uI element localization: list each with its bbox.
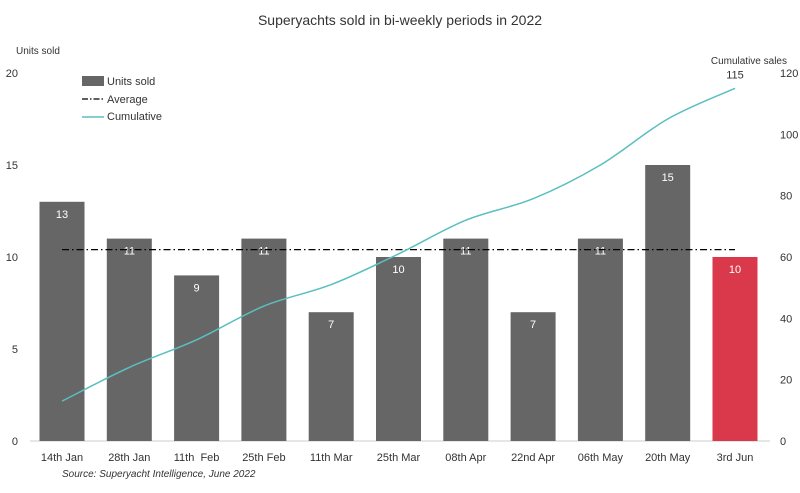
bar-series: 13 11 9 11 7 10 11 7 11 15 10	[39, 165, 758, 441]
y2-tick-label: 80	[780, 191, 792, 203]
y2-axis-title: Cumulative sales	[711, 56, 787, 67]
bar-value-label: 11	[460, 246, 471, 258]
y-tick-label: 10	[6, 252, 18, 264]
x-category-label: 08th Apr	[445, 452, 486, 464]
bar	[645, 165, 691, 441]
x-category-label: 3rd Jun	[717, 452, 754, 464]
x-category-label: 14th Jan	[41, 452, 83, 464]
cumulative-line-group: 115	[61, 69, 744, 402]
bar-value-label: 10	[729, 264, 741, 276]
x-axis-categories: 14th Jan 28th Jan 11th Feb 25th Feb 11th Mar…	[41, 452, 753, 464]
y-tick-label: 0	[12, 436, 18, 448]
bar-value-label: 13	[56, 209, 68, 221]
y2-tick-label: 20	[780, 375, 792, 387]
y2-axis-ticks: 0 20 40 60 80 100 120	[780, 68, 798, 448]
chart-title: Superyachts sold in bi-weekly periods in…	[258, 12, 542, 28]
bar	[376, 257, 421, 441]
x-category-label: 22nd Apr	[511, 452, 555, 464]
bar	[241, 238, 287, 441]
bar-value-label: 10	[392, 264, 404, 276]
x-category-label: 25th Feb	[242, 452, 285, 464]
bar	[577, 238, 623, 441]
bar	[712, 257, 758, 441]
bar-value-label: 15	[662, 172, 674, 184]
y-tick-label: 20	[6, 68, 18, 80]
bar-value-label: 7	[328, 319, 334, 331]
bar	[443, 238, 489, 441]
bar-value-label: 11	[595, 246, 606, 258]
y-tick-label: 5	[12, 344, 18, 356]
y2-tick-label: 60	[780, 252, 792, 264]
bar	[174, 275, 220, 441]
bar-value-label: 11	[124, 246, 135, 258]
bar	[510, 312, 556, 441]
bar-value-label: 7	[530, 319, 536, 331]
legend-label-average: Average	[107, 94, 148, 106]
x-category-label: 20th May	[645, 452, 691, 464]
legend-swatch-units-sold	[82, 76, 104, 86]
legend-label-cumulative: Cumulative	[107, 111, 162, 123]
x-category-label: 11th Mar	[310, 452, 353, 464]
bar	[106, 238, 152, 441]
y2-tick-label: 40	[780, 313, 792, 325]
cumulative-line	[61, 87, 736, 402]
x-category-label: 25th Mar	[377, 452, 421, 464]
bar	[308, 312, 354, 441]
y-axis-ticks: 0 5 10 15 20	[6, 68, 18, 448]
bar	[39, 201, 85, 441]
y-axis-title: Units sold	[16, 46, 60, 57]
y2-tick-label: 0	[780, 436, 786, 448]
y2-tick-label: 120	[780, 68, 798, 80]
bar-value-label: 9	[194, 282, 200, 294]
y-tick-label: 15	[6, 160, 18, 172]
x-category-label: 28th Jan	[108, 452, 150, 464]
y2-tick-label: 100	[780, 129, 798, 141]
x-category-label: 11th Feb	[174, 452, 220, 464]
legend-label-units-sold: Units sold	[107, 76, 155, 88]
cumulative-end-label: 115	[726, 69, 744, 81]
bar-value-label: 11	[258, 246, 269, 258]
x-category-label: 06th May	[578, 452, 624, 464]
legend: Units sold Average Cumulative	[82, 76, 162, 123]
source-note: Source: Superyacht Intelligence, June 20…	[62, 469, 256, 480]
